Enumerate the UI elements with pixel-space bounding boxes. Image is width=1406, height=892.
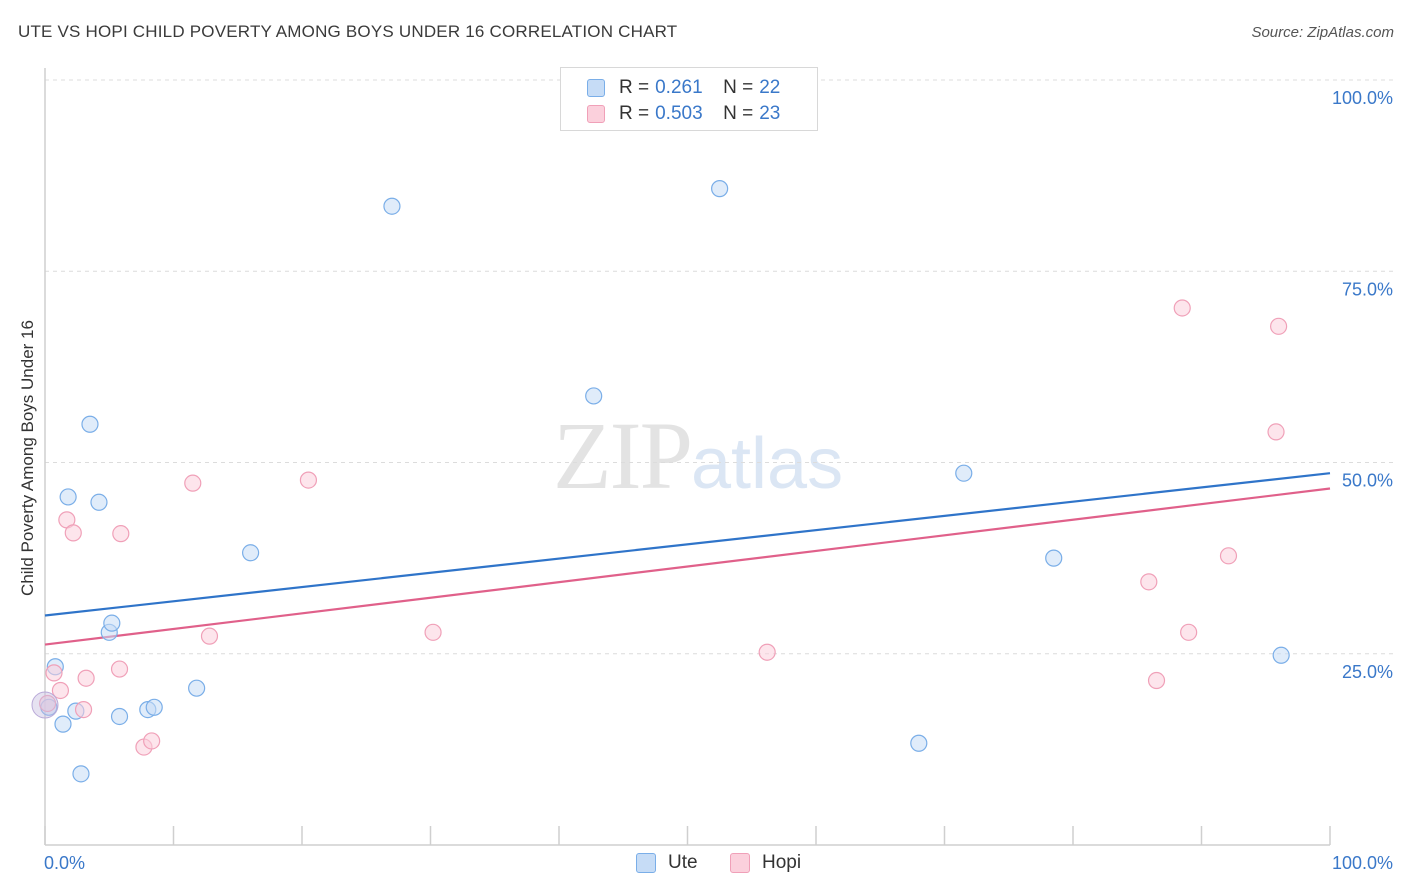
series-legend-hopi[interactable]: Hopi <box>730 852 801 874</box>
data-point-hopi <box>1219 547 1238 565</box>
point-layer <box>31 180 1290 783</box>
data-point-hopi <box>1173 299 1191 317</box>
data-point-hopi <box>112 525 130 543</box>
y-tick-label: 50.0% <box>1342 471 1393 491</box>
data-point-hopi <box>1140 573 1158 591</box>
data-point-hopi <box>77 669 95 687</box>
correlation-legend: R = 0.261 N = 22 R = 0.503 N = 23 <box>560 67 818 131</box>
y-tick-label: 25.0% <box>1342 662 1393 682</box>
y-tick-label: 100.0% <box>1332 88 1393 108</box>
data-point-ute <box>188 679 206 697</box>
series-label-hopi: Hopi <box>762 852 802 873</box>
legend-row-ute: R = 0.261 N = 22 <box>587 76 780 100</box>
series-swatch-hopi <box>730 853 750 873</box>
data-point-hopi <box>299 471 318 489</box>
data-point-hopi <box>51 681 70 700</box>
y-axis-title: Child Poverty Among Boys Under 16 <box>18 320 37 596</box>
data-point-cluster <box>31 691 59 719</box>
series-legend: Ute Hopi <box>0 852 1406 876</box>
data-point-hopi <box>758 643 776 661</box>
legend-r-value-ute: 0.261 <box>655 77 703 98</box>
data-point-hopi <box>1269 317 1288 335</box>
legend-swatch-hopi <box>587 105 605 123</box>
legend-r-label: R = <box>619 77 650 98</box>
watermark: ZIPatlas <box>553 400 843 511</box>
series-swatch-ute <box>636 853 656 873</box>
legend-n-label: N = <box>723 77 754 98</box>
chart-title: UTE VS HOPI CHILD POVERTY AMONG BOYS UND… <box>18 22 678 41</box>
legend-r-label: R = <box>619 103 650 124</box>
data-point-ute <box>955 464 973 482</box>
trend-line-hopi <box>44 487 1331 646</box>
legend-swatch-ute <box>587 79 605 97</box>
data-point-hopi <box>74 700 93 719</box>
x-tick-label: 100.0% <box>1332 853 1393 873</box>
data-point-hopi <box>1147 671 1166 690</box>
legend-n-label: N = <box>723 103 754 124</box>
data-point-ute <box>711 180 729 198</box>
grid-layer <box>45 79 1395 655</box>
data-point-hopi <box>64 524 82 542</box>
data-point-hopi <box>110 660 129 678</box>
data-point-ute <box>585 387 603 405</box>
data-point-ute <box>1272 646 1290 664</box>
data-point-ute <box>383 197 401 215</box>
axis-layer <box>44 68 1331 846</box>
y-tick-label: 75.0% <box>1342 279 1393 299</box>
label-layer: 25.0% 50.0% 75.0% 100.0% 0.0% 100.0% Child Pov… <box>18 88 1393 873</box>
data-point-ute <box>242 544 260 562</box>
legend-row-hopi: R = 0.503 N = 23 <box>587 102 780 126</box>
data-point-ute <box>81 415 99 433</box>
watermark-atlas: atlas <box>691 424 844 504</box>
x-tick-label: 0.0% <box>44 853 85 873</box>
data-point-hopi <box>45 664 63 682</box>
data-point-ute <box>103 614 121 632</box>
data-point-ute <box>910 734 928 752</box>
source-credit: Source: ZipAtlas.com <box>1251 24 1394 41</box>
legend-n-value-hopi: 23 <box>759 103 781 124</box>
legend-n-value-ute: 22 <box>759 77 781 98</box>
data-point-hopi <box>424 623 442 641</box>
watermark-zip: ZIP <box>553 402 693 509</box>
data-point-hopi <box>200 627 219 645</box>
data-point-ute <box>59 488 77 506</box>
series-legend-ute[interactable]: Ute <box>636 852 698 874</box>
series-label-ute: Ute <box>668 852 698 873</box>
data-point-ute <box>1045 549 1063 567</box>
data-point-hopi <box>38 694 57 713</box>
data-point-ute <box>54 715 72 733</box>
data-point-hopi <box>143 732 161 750</box>
data-point-hopi <box>1180 623 1198 641</box>
data-point-ute <box>72 765 90 783</box>
trend-line-ute <box>44 472 1331 617</box>
data-point-ute <box>110 707 129 726</box>
legend-r-value-hopi: 0.503 <box>655 103 703 124</box>
data-point-hopi <box>1267 423 1285 441</box>
trend-layer <box>44 472 1331 646</box>
data-point-ute <box>145 698 163 716</box>
data-point-hopi <box>184 474 202 492</box>
data-point-ute <box>90 493 108 511</box>
